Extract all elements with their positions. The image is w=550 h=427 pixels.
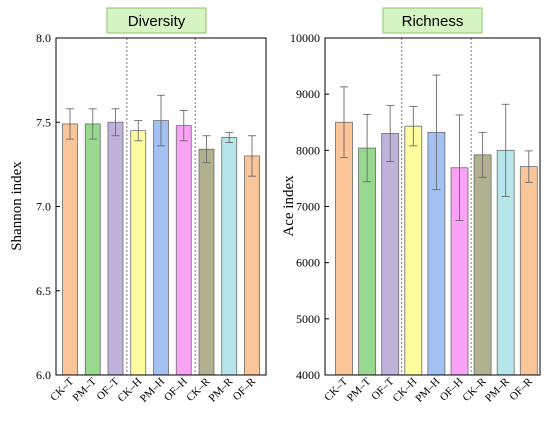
diversity-category-label: CK–T <box>48 375 76 403</box>
diversity-plot-area <box>62 38 260 376</box>
diversity-panel: Diversity Shannon index 6.0 6.5 7.0 7.5 8.0 C… <box>9 7 267 405</box>
diversity-y-tick-label: 8.0 <box>36 31 51 45</box>
richness-bar <box>381 133 400 376</box>
richness-y-tick-label: 10000 <box>290 31 320 45</box>
richness-category-label: OF–R <box>507 375 535 403</box>
richness-y-tick-label: 9000 <box>296 87 320 101</box>
diversity-bar <box>198 148 215 376</box>
richness-y-tick-label: 7000 <box>296 200 320 214</box>
richness-y-tick-label: 4000 <box>296 368 320 382</box>
diversity-category-label: PM–T <box>70 375 99 404</box>
richness-category-label: CK–T <box>322 375 350 403</box>
diversity-bar <box>107 121 124 376</box>
diversity-bar <box>221 137 238 376</box>
diversity-category-label: OF–H <box>162 376 190 404</box>
diversity-category-label: PM–H <box>138 376 167 405</box>
diversity-title-box <box>106 7 207 34</box>
diversity-bar <box>130 130 147 376</box>
richness-plot-area <box>335 38 538 376</box>
richness-category-label: CK–R <box>460 375 489 404</box>
diversity-y-tick-label: 6.5 <box>36 284 51 298</box>
diversity-y-tick-label: 7.5 <box>36 115 51 129</box>
diversity-bar <box>84 123 101 376</box>
diversity-category-label: CK–H <box>116 376 145 405</box>
richness-panel: Richness Ace index 4000 5000 6000 7000 8000 9… <box>281 7 541 405</box>
richness-title-box <box>382 7 483 34</box>
diversity-y-axis-label: Shannon index <box>9 161 25 251</box>
diversity-category-label: CK–R <box>184 375 213 404</box>
richness-category-label: PM–R <box>483 375 512 404</box>
diversity-bar <box>62 123 78 376</box>
richness-title: Richness <box>402 13 464 30</box>
diversity-bar <box>244 155 260 376</box>
diversity-y-tick-label: 6.0 <box>36 368 51 382</box>
richness-category-label: OF–H <box>438 376 466 404</box>
richness-bar <box>404 125 423 376</box>
richness-bar <box>473 154 492 376</box>
richness-y-tick-label: 6000 <box>296 256 320 270</box>
richness-category-label: CK–H <box>391 376 420 405</box>
diversity-title: Diversity <box>128 13 186 30</box>
richness-y-tick-label: 8000 <box>296 143 320 157</box>
diversity-category-label: OF–R <box>231 375 259 403</box>
diversity-y-tick-label: 7.0 <box>36 200 51 214</box>
richness-category-label: PM–H <box>413 376 442 405</box>
diversity-bar <box>175 125 192 376</box>
richness-y-axis-label: Ace index <box>281 175 297 237</box>
richness-category-label: PM–T <box>345 375 374 404</box>
diversity-category-label: PM–R <box>207 375 236 404</box>
diversity-bar <box>153 120 169 376</box>
richness-y-tick-label: 5000 <box>296 312 320 326</box>
richness-bar <box>335 121 353 376</box>
richness-bar <box>519 166 538 376</box>
